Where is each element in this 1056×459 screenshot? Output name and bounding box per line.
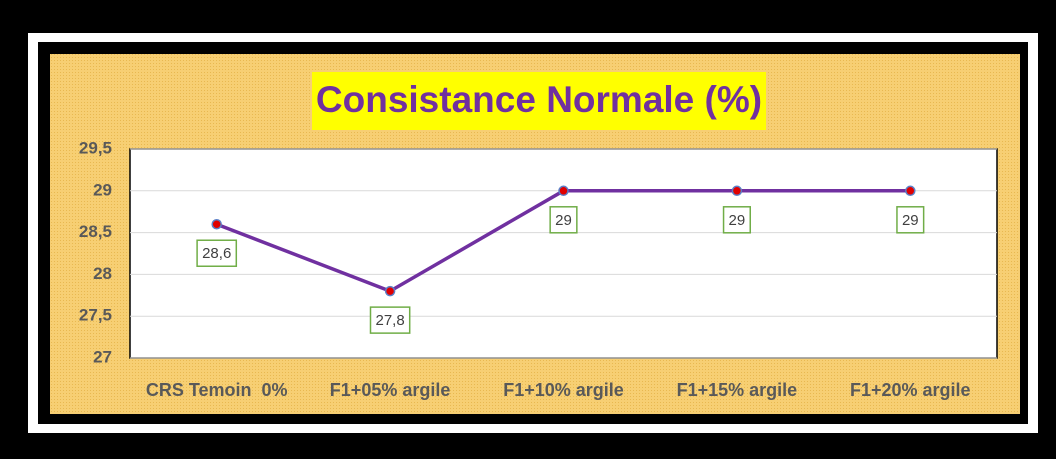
x-tick-label: F1+20% argile xyxy=(850,380,971,400)
y-tick-label: 28 xyxy=(93,264,112,283)
data-label-box xyxy=(896,206,925,234)
y-tick-label: 29 xyxy=(93,180,112,199)
x-tick-label: F1+10% argile xyxy=(503,380,624,400)
data-label-box xyxy=(722,206,751,234)
x-tick-label: F1+05% argile xyxy=(330,380,451,400)
data-label-box xyxy=(196,239,238,267)
marker xyxy=(211,218,222,230)
x-tick-label: F1+15% argile xyxy=(677,380,798,400)
chart-title: Consistance Normale (%) xyxy=(316,79,762,120)
data-label-box xyxy=(369,306,411,334)
y-tick-label: 27,5 xyxy=(79,306,112,325)
y-tick-label: 28,5 xyxy=(79,222,112,241)
marker xyxy=(731,185,743,197)
data-label: 29 xyxy=(555,212,572,229)
data-label: 29 xyxy=(902,212,919,229)
marker xyxy=(905,185,916,197)
plot-area xyxy=(129,148,998,359)
marker xyxy=(558,185,569,197)
x-tick-label: CRS Temoin 0% xyxy=(146,380,288,400)
marker xyxy=(384,285,396,297)
data-label-box xyxy=(549,206,578,234)
title-highlight xyxy=(312,72,766,130)
data-label: 28,6 xyxy=(202,245,231,262)
y-tick-label: 29,5 xyxy=(79,138,112,157)
y-tick-label: 27 xyxy=(93,347,112,366)
data-label: 27,8 xyxy=(375,312,404,329)
data-label: 29 xyxy=(729,212,746,229)
